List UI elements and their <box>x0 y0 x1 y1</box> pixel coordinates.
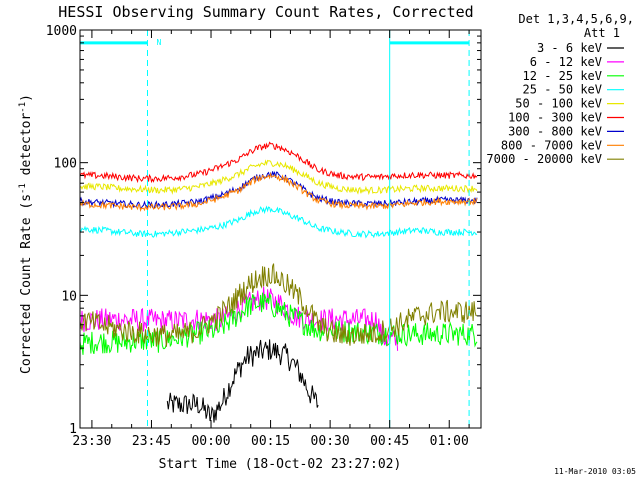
x-tick-label-2: 00:00 <box>191 434 230 449</box>
plot-area: N 23:30 23:45 00:00 00:15 00:30 00:45 01:00 1 10 1… <box>46 24 482 449</box>
legend-header-attenuator: Att 1 <box>584 26 620 40</box>
legend-label-8: 7000 - 20000 keV <box>486 152 602 166</box>
footer-timestamp: 11-Mar-2010 03:05 <box>554 467 636 476</box>
y-axis-label-part3: ) <box>19 94 34 102</box>
y-tick-label-0: 1 <box>69 422 77 437</box>
x-axis-label: Start Time (18-Oct-02 23:27:02) <box>159 457 402 472</box>
legend-label-2: 12 - 25 keV <box>523 69 602 83</box>
legend-label-6: 300 - 800 keV <box>508 124 602 138</box>
legend-label-1: 6 - 12 keV <box>530 55 602 69</box>
series-line-1 <box>79 286 399 351</box>
legend-label-3: 25 - 50 keV <box>523 83 602 97</box>
y-axis-label-part1: Corrected Count Rate (s <box>19 194 34 374</box>
series-line-4 <box>79 159 478 196</box>
x-tick-label-0: 23:30 <box>72 434 111 449</box>
legend-label-7: 800 - 7000 keV <box>501 138 602 152</box>
x-tick-label-5: 00:45 <box>370 434 409 449</box>
series-line-7 <box>79 171 478 212</box>
y-axis-label: Corrected Count Rate (s-1 detector-1) <box>18 94 34 374</box>
chart-title: HESSI Observing Summary Count Rates, Cor… <box>58 3 473 21</box>
series-line-5 <box>79 141 478 184</box>
legend-label-5: 100 - 300 keV <box>508 111 602 125</box>
legend-header-detectors: Det 1,3,4,5,6,9, <box>518 12 634 26</box>
y-tick-label-1: 10 <box>61 289 77 304</box>
y-axis-label-sup2: -1 <box>18 102 28 113</box>
legend-label-4: 50 - 100 keV <box>515 97 602 111</box>
x-tick-label-1: 23:45 <box>132 434 171 449</box>
series-line-8 <box>79 263 478 347</box>
night-marker-label: N <box>156 38 161 47</box>
y-tick-label-2: 100 <box>54 157 77 172</box>
series-line-3 <box>79 205 478 239</box>
series-line-0 <box>166 339 319 423</box>
x-tick-label-4: 00:30 <box>311 434 350 449</box>
y-axis-label-sup1: -1 <box>18 183 28 194</box>
plot-frame <box>79 29 482 429</box>
y-tick-label-3: 1000 <box>46 24 77 39</box>
legend-label-0: 3 - 6 keV <box>537 41 602 55</box>
x-tick-label-3: 00:15 <box>251 434 290 449</box>
y-axis-label-part2: detector <box>19 113 34 184</box>
series-line-2 <box>79 291 478 355</box>
x-tick-label-6: 01:00 <box>430 434 469 449</box>
